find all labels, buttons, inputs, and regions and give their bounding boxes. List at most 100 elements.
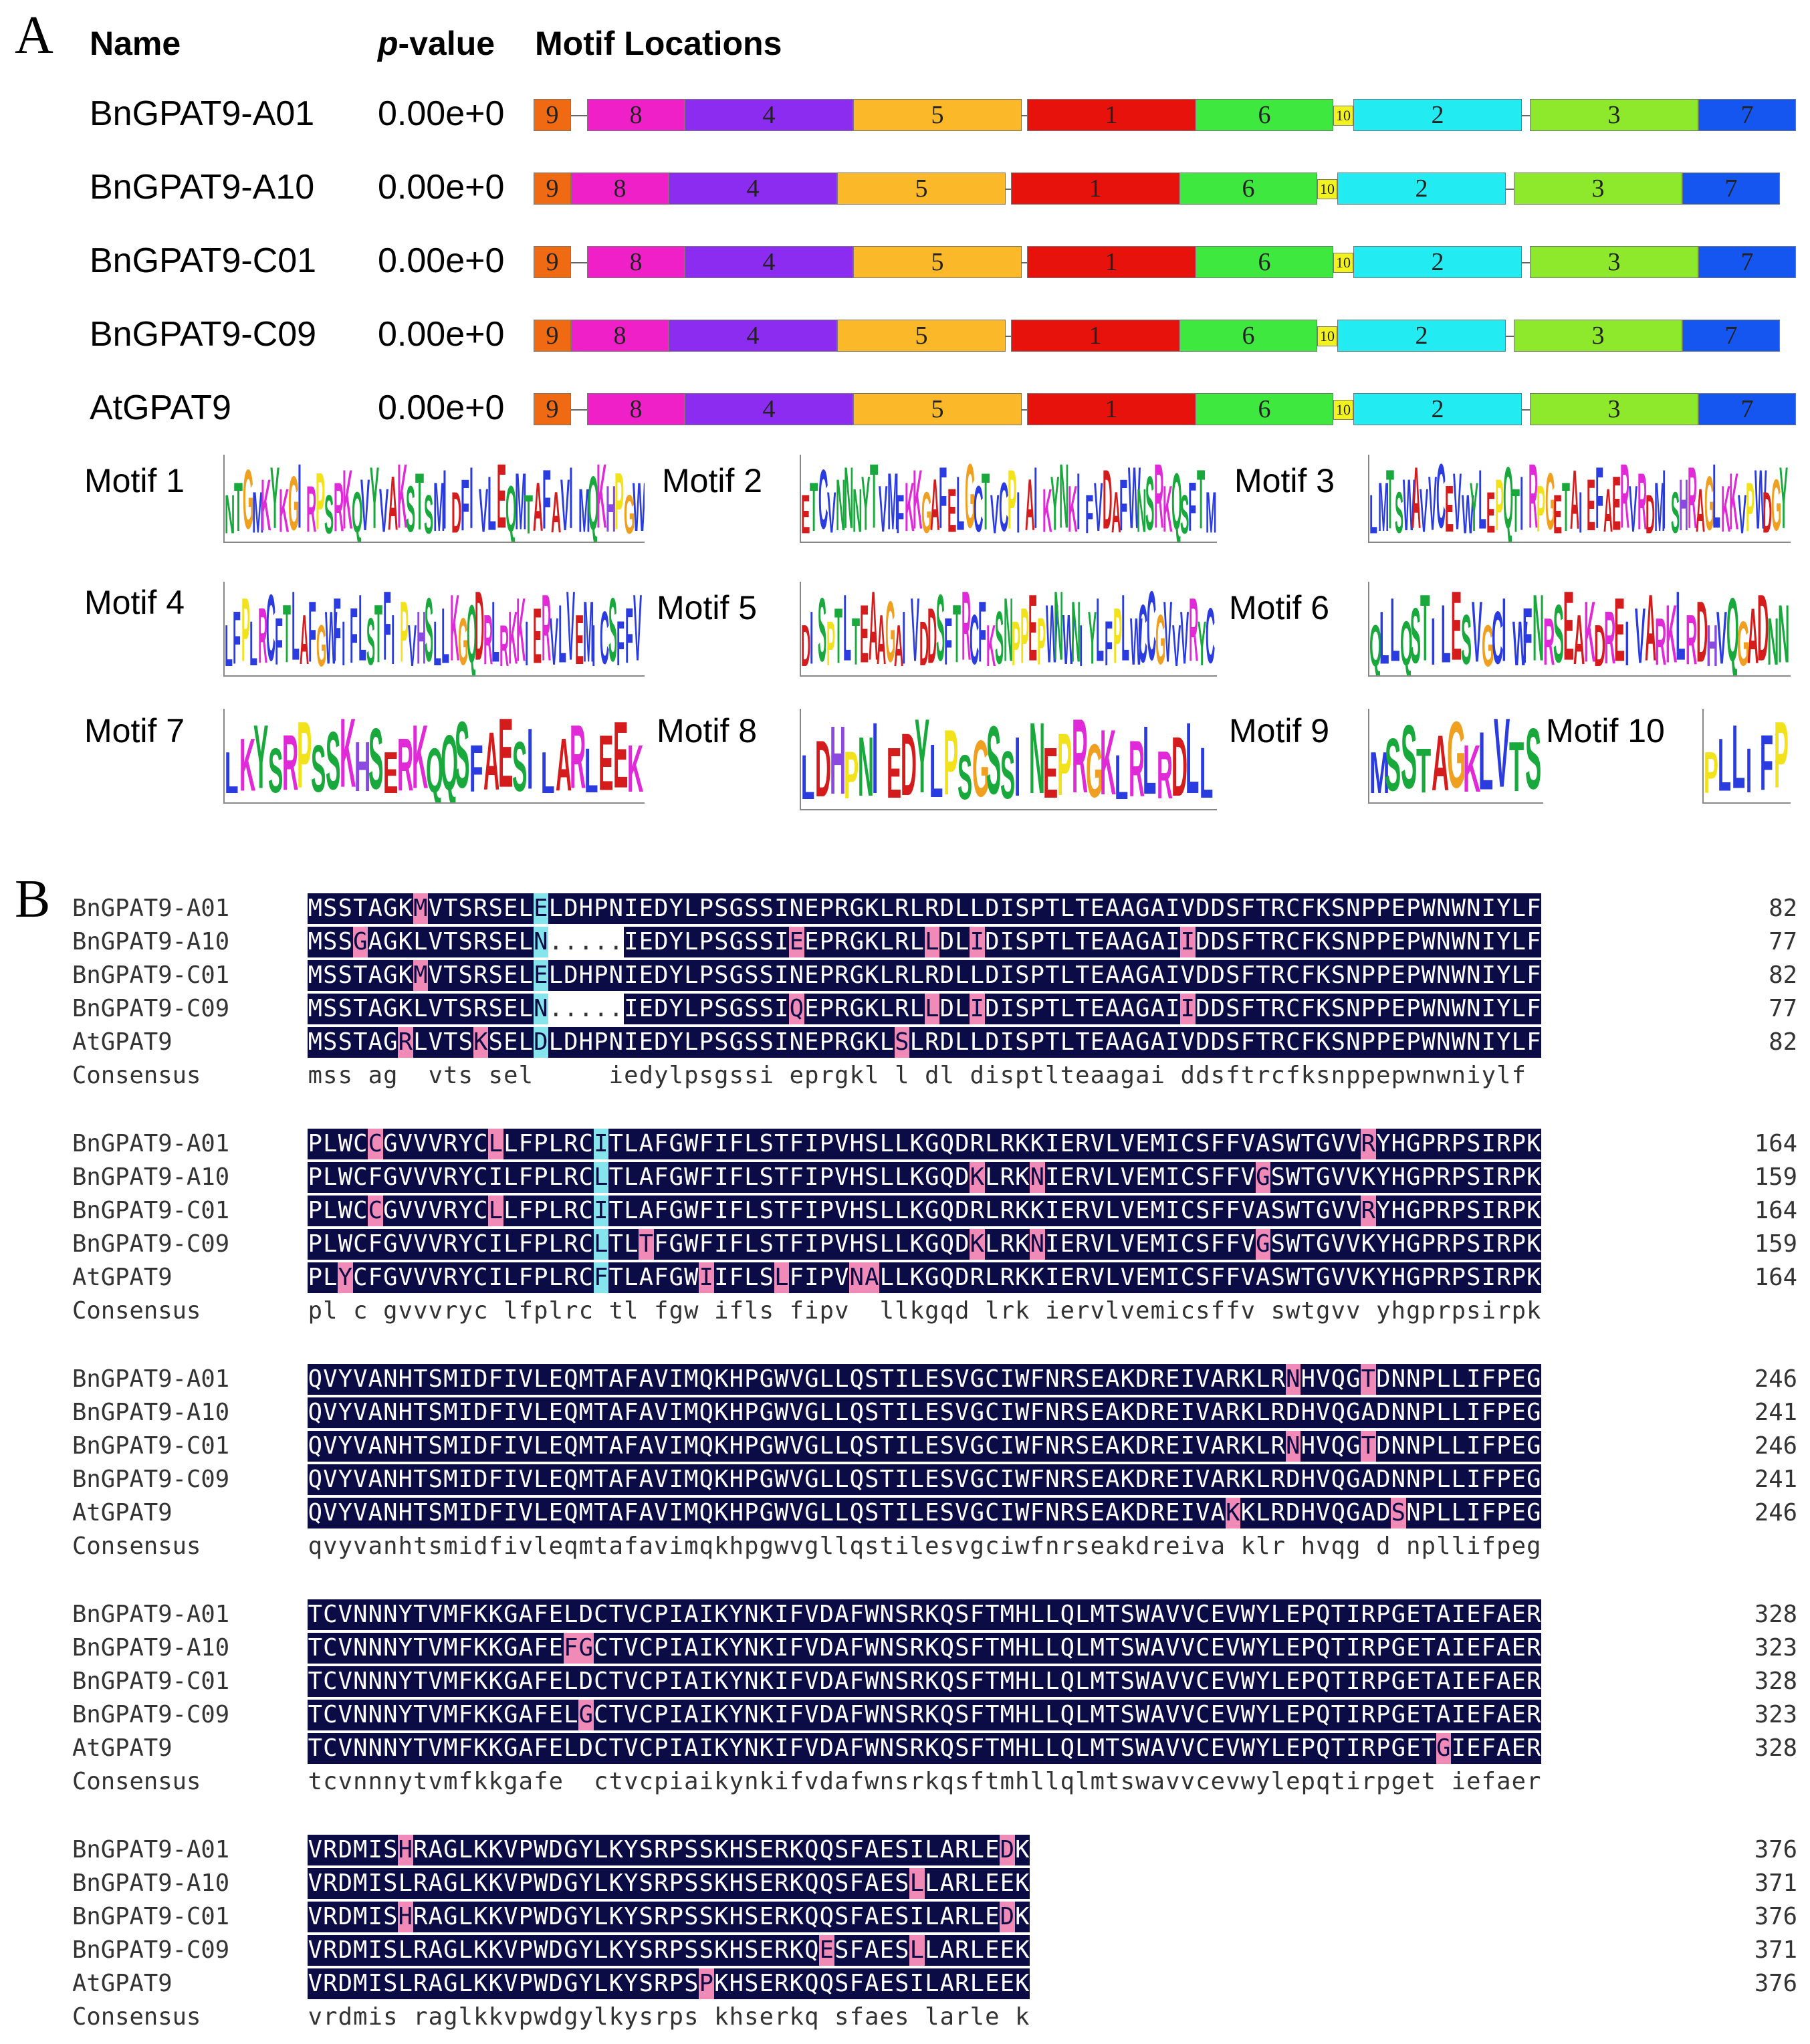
residue: D	[653, 1027, 669, 1058]
residue: A	[368, 960, 383, 991]
residue: V	[1180, 960, 1196, 991]
residue: N	[382, 1633, 398, 1664]
residue: E	[1165, 1431, 1180, 1462]
motif-logo-label: Motif 3	[1234, 462, 1335, 499]
residue: R	[1074, 1129, 1090, 1159]
residue: I	[1165, 1027, 1180, 1058]
consensus-residue: v	[1316, 1532, 1331, 1560]
logo-letter: R	[1604, 596, 1616, 677]
residue: S	[1120, 1700, 1135, 1730]
logo-letter: A	[300, 600, 310, 677]
logo-letter: L	[487, 460, 497, 543]
residue: E	[1391, 1027, 1406, 1058]
residue: D	[1135, 1464, 1150, 1495]
residue: D	[819, 1666, 834, 1697]
alignment-end-position: 164	[1754, 1130, 1797, 1157]
logo-letter: N	[1137, 475, 1147, 543]
residue: L	[413, 1027, 428, 1058]
logo-letter: S	[1524, 710, 1541, 804]
residue: S	[1074, 1464, 1090, 1495]
consensus-residue: l	[1451, 1532, 1466, 1560]
residue: S	[834, 1935, 849, 1966]
residue: W	[864, 1700, 879, 1730]
consensus-residue: g	[1120, 1062, 1135, 1089]
logo-letter: I	[1520, 460, 1524, 543]
logo-letter: E	[1486, 479, 1496, 543]
residue: H	[398, 1498, 413, 1528]
residue: I	[458, 1397, 473, 1428]
residue: P	[1300, 1599, 1316, 1630]
residue: Q	[849, 1431, 865, 1462]
residue: P	[518, 1835, 534, 1865]
residue: T	[1105, 1700, 1120, 1730]
residue: V	[834, 1162, 849, 1193]
residue: D	[1135, 1498, 1150, 1528]
residue: A	[1150, 1666, 1165, 1697]
residue: L	[458, 1902, 473, 1932]
residue: A	[1361, 1397, 1376, 1428]
residue: F	[533, 1733, 548, 1764]
residue: F	[458, 1633, 473, 1664]
logo-letter: I	[442, 455, 447, 543]
logo-letter: E	[574, 600, 584, 677]
residue: A	[518, 1666, 534, 1697]
residue: I	[368, 1902, 383, 1932]
residue: K	[864, 960, 879, 991]
logo-letter: V	[560, 463, 570, 543]
residue: I	[623, 893, 639, 924]
residue: L	[924, 1835, 939, 1865]
consensus-residue: y	[654, 1062, 669, 1089]
logo-letter: I	[902, 596, 906, 677]
logo-letter: E	[1043, 733, 1058, 810]
residue: K	[473, 1666, 488, 1697]
residue: .	[563, 927, 578, 957]
alignment-sequence: QVYVANHTSMIDFIVLEQMTAFAVIMQKHPGWVGLLQSTI…	[308, 1397, 1541, 1428]
residue: E	[879, 1935, 895, 1966]
logo-letter: L	[1675, 582, 1686, 677]
residue: F	[789, 1196, 804, 1226]
residue: S	[939, 1364, 955, 1395]
residue: D	[1375, 1464, 1391, 1495]
residue: F	[789, 1262, 804, 1293]
logo-letter: Y	[915, 709, 930, 810]
residue: F	[789, 1733, 804, 1764]
residue: A	[683, 1599, 699, 1630]
logo-letter: E	[1444, 471, 1454, 543]
consensus-residue	[413, 1060, 429, 1091]
residue: I	[1466, 1364, 1481, 1395]
logo-letter: A	[1111, 479, 1121, 543]
consensus-residue: g	[759, 1532, 774, 1560]
residue: R	[653, 1968, 669, 1999]
consensus-residue	[1361, 1531, 1376, 1562]
consensus-residue: k	[714, 2003, 729, 2031]
residue: R	[1270, 1498, 1286, 1528]
consensus-residue: v	[1165, 1768, 1180, 1795]
alignment-end-position: 376	[1754, 1970, 1797, 1997]
alignment-sequence: MSSTAGKLVTSRSELN.....IEDYLPSGSSIQEPRGKLR…	[308, 994, 1541, 1024]
residue: H	[578, 960, 594, 991]
residue: T	[984, 1633, 1000, 1664]
residue: K	[759, 1700, 774, 1730]
residue: N	[1391, 1431, 1406, 1462]
residue: V	[352, 1364, 368, 1395]
pvalue-header: p-value	[378, 24, 495, 63]
residue: S	[834, 1868, 849, 1899]
residue: L	[1436, 1464, 1451, 1495]
residue: T	[774, 1129, 789, 1159]
residue: Q	[849, 1498, 865, 1528]
residue: D	[338, 1868, 353, 1899]
residue: V	[428, 1599, 443, 1630]
residue: Y	[578, 1935, 594, 1966]
consensus-residue: l	[970, 2003, 984, 2031]
residue: V	[623, 1733, 639, 1764]
consensus-residue: a	[865, 2003, 879, 2031]
consensus-residue: l	[1045, 1768, 1060, 1795]
logo-letter: Q	[426, 735, 444, 804]
residue: K	[1014, 1162, 1030, 1193]
residue: V	[1315, 1498, 1331, 1528]
residue: K	[789, 1868, 804, 1899]
residue: H	[398, 1431, 413, 1462]
residue: N	[352, 1700, 368, 1730]
residue: C	[593, 1666, 608, 1697]
residue: T	[413, 1666, 428, 1697]
